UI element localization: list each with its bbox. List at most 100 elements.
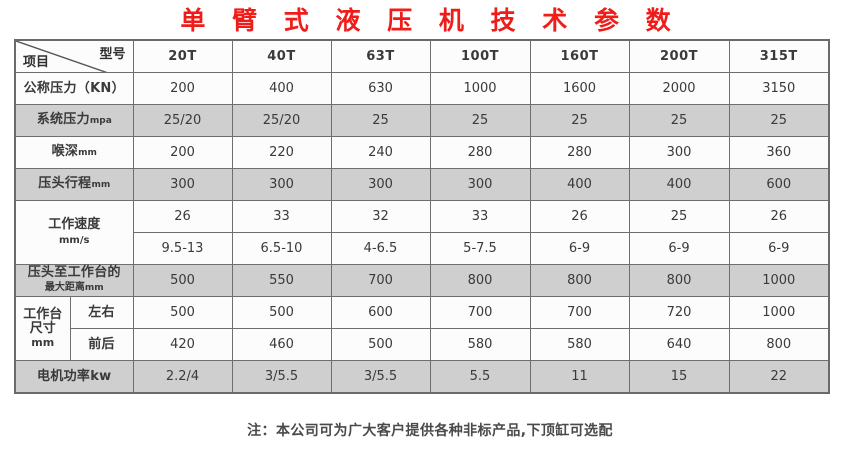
cell-r6-c6: 1000 — [728, 264, 830, 297]
cell-r1-c6: 25 — [728, 104, 830, 137]
cell-r8-c5: 640 — [628, 328, 730, 361]
table-row: 压头行程mm 300 300 300 300 400 400 600 — [14, 168, 830, 201]
cell-r6-c1: 550 — [231, 264, 332, 297]
cell-r7-c3: 700 — [429, 296, 531, 329]
cell-r6-c3: 800 — [429, 264, 531, 297]
row-label-max-distance: 压头至工作台的 最大距离mm — [14, 264, 134, 297]
spec-table-container: 型号 项目 20T 40T 63T 100T 160T 200T 315T 公称… — [14, 39, 830, 394]
row-label-throat-depth: 喉深mm — [14, 136, 134, 169]
cell-r8-c3: 580 — [429, 328, 531, 361]
table-row: 公称压力（KN） 200 400 630 1000 1600 2000 3150 — [14, 72, 830, 105]
cell-r8-c6: 800 — [728, 328, 830, 361]
footer-note: 注：本公司可为广大客户提供各种非标产品,下顶缸可选配 — [247, 423, 613, 439]
cell-r3-c3: 300 — [429, 168, 531, 201]
table-row: 工作台 尺寸 mm 左右 500 500 600 700 700 720 1000 — [14, 296, 830, 361]
column-header-6: 315T — [728, 39, 830, 73]
cell-r2-c3: 280 — [429, 136, 531, 169]
cell-r8-c4: 580 — [529, 328, 630, 361]
row-label-max-distance-line1: 压头至工作台的 — [27, 265, 121, 280]
spec-table: 型号 项目 20T 40T 63T 100T 160T 200T 315T 公称… — [14, 39, 830, 394]
cell-r4-c5: 25 — [628, 200, 730, 233]
row-label-working-speed-main: 工作速度 — [48, 216, 101, 232]
cell-r5-c0: 9.5-13 — [132, 232, 233, 265]
cell-r0-c5: 2000 — [628, 72, 730, 105]
corner-item-label: 项目 — [23, 55, 50, 70]
cell-r0-c3: 1000 — [429, 72, 531, 105]
row-label-worktable-size: 工作台 尺寸 mm — [14, 296, 71, 361]
cell-r0-c2: 630 — [330, 72, 431, 105]
cell-r6-c0: 500 — [132, 264, 233, 297]
cell-r5-c5: 6-9 — [628, 232, 730, 265]
cell-r2-c0: 200 — [132, 136, 233, 169]
row-label-system-pressure-unit: mpa — [89, 116, 112, 126]
cell-r9-c2: 3/5.5 — [330, 360, 431, 394]
cell-r4-c4: 26 — [529, 200, 630, 233]
table-row: 前后 420 460 500 580 580 640 800 — [15, 328, 830, 361]
cell-r8-c0: 420 — [132, 328, 233, 361]
cell-r7-c2: 600 — [330, 296, 431, 329]
cell-r4-c2: 32 — [330, 200, 431, 233]
cell-r5-c4: 6-9 — [529, 232, 630, 265]
cell-r7-c6: 1000 — [728, 296, 830, 329]
cell-r9-c0: 2.2/4 — [132, 360, 233, 394]
cell-r4-c0: 26 — [132, 200, 233, 233]
cell-r7-c4: 700 — [529, 296, 630, 329]
table-header-row: 型号 项目 20T 40T 63T 100T 160T 200T 315T — [14, 39, 830, 73]
row-label-system-pressure-main: 系统压力 — [36, 112, 90, 127]
column-header-5: 200T — [628, 39, 730, 73]
cell-r3-c0: 300 — [132, 168, 233, 201]
cell-r3-c2: 300 — [330, 168, 431, 201]
cell-r9-c5: 15 — [628, 360, 730, 394]
cell-r3-c1: 300 — [231, 168, 332, 201]
corner-model-label: 型号 — [99, 47, 126, 62]
row-label-ram-stroke-main: 压头行程 — [38, 176, 92, 191]
cell-r0-c0: 200 — [132, 72, 233, 105]
cell-r8-c2: 500 — [330, 328, 431, 361]
cell-r5-c1: 6.5-10 — [231, 232, 332, 265]
row-label-ram-stroke: 压头行程mm — [14, 168, 134, 201]
cell-r4-c3: 33 — [429, 200, 531, 233]
cell-r2-c4: 280 — [529, 136, 630, 169]
row-label-worktable-line2: 尺寸 — [29, 320, 56, 336]
cell-r4-c6: 26 — [728, 200, 830, 233]
table-row: 压头至工作台的 最大距离mm 500 550 700 800 800 800 10… — [14, 264, 830, 297]
cell-r0-c4: 1600 — [529, 72, 630, 105]
diagonal-divider-icon — [16, 41, 106, 72]
table-row: 系统压力mpa 25/20 25/20 25 25 25 25 25 — [14, 104, 830, 137]
row-sublabel-left-right: 左右 — [69, 296, 134, 329]
cell-r3-c5: 400 — [628, 168, 730, 201]
cell-r2-c5: 300 — [628, 136, 730, 169]
cell-r6-c4: 800 — [529, 264, 630, 297]
row-label-max-distance-line2: 最大距离mm — [16, 280, 133, 296]
cell-r2-c1: 220 — [231, 136, 332, 169]
column-header-3: 100T — [429, 39, 531, 73]
row-label-nominal-pressure: 公称压力（KN） — [14, 72, 134, 105]
cell-r1-c5: 25 — [628, 104, 730, 137]
row-label-working-speed-unit: mm/s — [59, 234, 90, 246]
cell-r3-c6: 600 — [728, 168, 830, 201]
cell-r1-c4: 25 — [529, 104, 630, 137]
row-label-max-distance-line2-text: 最大距离 — [44, 282, 85, 293]
cell-r7-c0: 500 — [132, 296, 233, 329]
cell-r5-c6: 6-9 — [728, 232, 830, 265]
row-label-motor-power: 电机功率kw — [14, 360, 134, 394]
cell-r9-c4: 11 — [529, 360, 630, 394]
cell-r9-c1: 3/5.5 — [231, 360, 332, 394]
table-row: 电机功率kw 2.2/4 3/5.5 3/5.5 5.5 11 15 22 — [14, 360, 830, 394]
table-row: 工作速度 mm/s 26 33 32 33 26 25 26 — [14, 200, 830, 265]
table-row: 喉深mm 200 220 240 280 280 300 360 — [14, 136, 830, 169]
cell-r6-c2: 700 — [330, 264, 431, 297]
row-label-system-pressure: 系统压力mpa — [14, 104, 134, 137]
cell-r9-c6: 22 — [728, 360, 830, 394]
cell-r9-c3: 5.5 — [429, 360, 531, 394]
column-header-1: 40T — [231, 39, 332, 73]
cell-r1-c1: 25/20 — [231, 104, 332, 137]
column-header-4: 160T — [529, 39, 630, 73]
cell-r3-c4: 400 — [529, 168, 630, 201]
cell-r2-c2: 240 — [330, 136, 431, 169]
cell-r5-c3: 5-7.5 — [429, 232, 531, 265]
page-title: 单 臂 式 液 压 机 技 术 参 数 — [180, 6, 680, 35]
row-label-working-speed: 工作速度 mm/s — [14, 200, 134, 265]
cell-r5-c2: 4-6.5 — [330, 232, 431, 265]
